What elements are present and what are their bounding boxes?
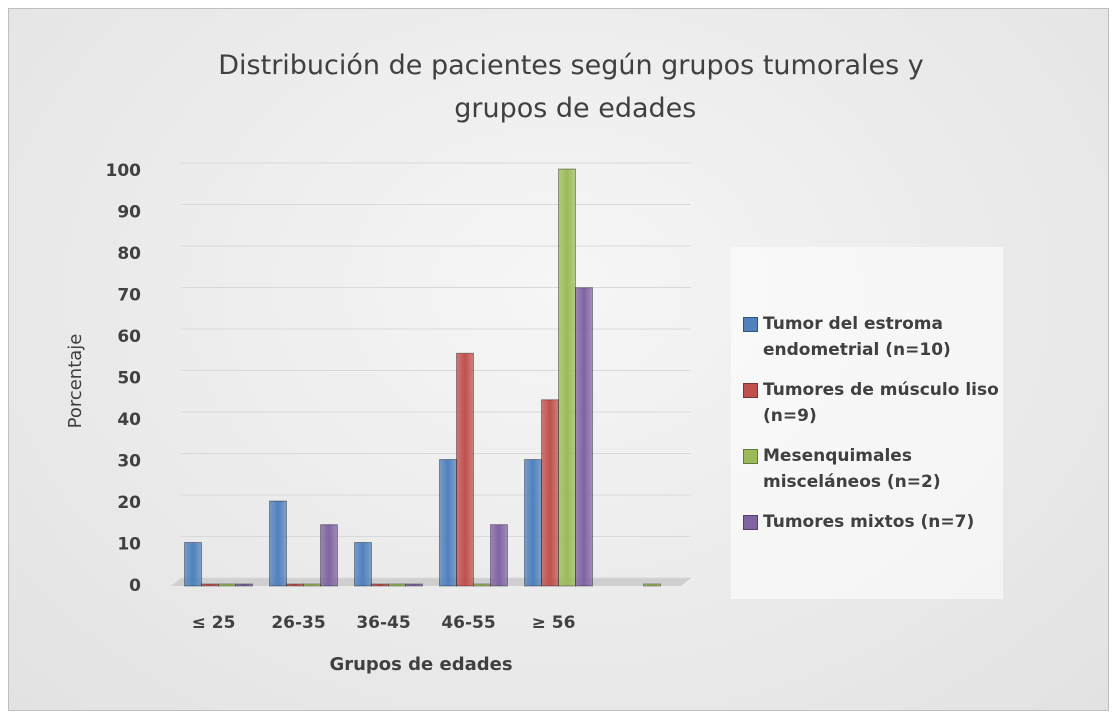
y-tick-label: 70: [117, 286, 141, 306]
bar: [354, 542, 372, 587]
y-axis-title: Porcentaje: [65, 334, 86, 429]
legend-label: Mesenquimales misceláneos (n=2): [763, 446, 941, 492]
x-tick-label: ≥ 56: [532, 613, 576, 633]
bar: [490, 524, 508, 587]
y-tick-label: 0: [129, 576, 141, 596]
y-tick-label: 100: [106, 161, 142, 181]
bar: [371, 583, 389, 587]
bar: [456, 352, 474, 587]
legend-label: Tumores mixtos (n=7): [763, 512, 975, 532]
y-tick-label: 40: [117, 410, 141, 430]
x-tick-label: ≤ 25: [192, 613, 236, 633]
bar: [286, 583, 304, 587]
bar: [473, 583, 491, 587]
y-tick-label: 90: [117, 203, 141, 223]
legend-swatch: [743, 449, 758, 464]
chart: Distribución de pacientes según grupos t…: [65, 50, 924, 676]
chart-area: Distribución de pacientes según grupos t…: [8, 8, 1109, 711]
bar: [524, 459, 542, 587]
y-tick-label: 20: [117, 493, 141, 513]
bar: [558, 168, 576, 587]
bar: [541, 399, 559, 587]
x-tick-label: 46-55: [441, 613, 495, 633]
legend-swatch: [743, 317, 758, 332]
y-tick-label: 80: [117, 244, 141, 264]
bar: [575, 287, 593, 587]
legend-item: Mesenquimales misceláneos (n=2): [743, 443, 1003, 495]
legend-label: Tumores de músculo liso (n=9): [763, 380, 999, 426]
bar: [388, 583, 406, 587]
y-tick-label: 60: [117, 327, 141, 347]
legend: Tumor del estroma endometrial (n=10) Tumo…: [731, 247, 1003, 599]
bar: [320, 524, 338, 587]
bar: [269, 500, 287, 587]
legend-item: Tumores mixtos (n=7): [743, 509, 1003, 535]
x-tick-label: 26-35: [271, 613, 325, 633]
bar: [184, 542, 202, 587]
legend-label: Tumor del estroma endometrial (n=10): [763, 314, 951, 360]
chart-title: Distribución de pacientes según grupos t…: [218, 50, 924, 124]
bar: [235, 583, 253, 587]
bar: [201, 583, 219, 587]
bar: [439, 459, 457, 587]
y-tick-label: 30: [117, 452, 141, 472]
legend-item: Tumores de músculo liso (n=9): [743, 377, 1003, 429]
legend-swatch: [743, 515, 758, 530]
bar: [643, 583, 661, 587]
legend-item: Tumor del estroma endometrial (n=10): [743, 311, 1003, 363]
x-axis-title: Grupos de edades: [329, 654, 512, 675]
bar: [405, 583, 423, 587]
bar: [218, 583, 236, 587]
x-tick-label: 36-45: [356, 613, 410, 633]
bar: [303, 583, 321, 587]
legend-swatch: [743, 383, 758, 398]
y-tick-label: 10: [117, 535, 141, 555]
y-tick-label: 50: [117, 369, 141, 389]
